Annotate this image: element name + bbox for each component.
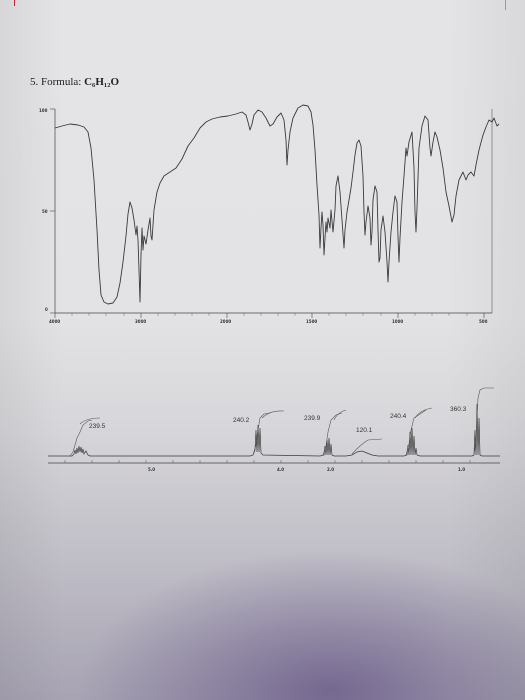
nmr-ppm-label: 4.0 bbox=[277, 467, 284, 472]
integral-curve bbox=[414, 407, 433, 419]
ir-trace bbox=[54, 104, 500, 305]
molecular-formula: C₆H₁₂O bbox=[84, 76, 120, 88]
paper-edge-mark bbox=[14, 0, 15, 6]
nmr-integral-label: 360.3 bbox=[450, 406, 467, 413]
integral-curve bbox=[252, 412, 271, 456]
ir-minor-ticks bbox=[71, 313, 468, 316]
nmr-ticks bbox=[64, 460, 471, 463]
ir-x-tick-label: 1000 bbox=[392, 319, 403, 324]
integral-curve bbox=[322, 412, 343, 456]
paper-edge-mark-right bbox=[505, 0, 506, 10]
integral-curve bbox=[351, 438, 383, 455]
ir-x-tick-label: 500 bbox=[479, 319, 488, 324]
nmr-ppm-label: 1.0 bbox=[458, 467, 465, 472]
ir-x-tick-label: 4000 bbox=[49, 319, 60, 324]
problem-label: 5. Formula: bbox=[30, 76, 85, 88]
ir-x-tick-label: 2000 bbox=[220, 319, 231, 324]
integral-curve bbox=[79, 417, 101, 425]
integral-curve bbox=[473, 387, 494, 456]
ir-x-tick-label: 1500 bbox=[306, 319, 317, 324]
nmr-ppm-label: 5.0 bbox=[148, 467, 155, 472]
nmr-integral-label: 239.9 bbox=[304, 415, 321, 422]
ir-y-tick-label: 0 bbox=[45, 307, 48, 312]
nmr-integral-label: 120.1 bbox=[356, 427, 373, 434]
integral-curve bbox=[333, 409, 347, 421]
ir-y-tick-label: 100 bbox=[39, 108, 48, 113]
ir-y-tick-label: 50 bbox=[42, 209, 48, 214]
nmr-integral-label: 240.4 bbox=[390, 413, 407, 420]
nmr-ppm-label: 2.0 bbox=[327, 467, 334, 472]
nmr-integral-label: 239.5 bbox=[89, 423, 106, 430]
integral-curve bbox=[69, 419, 93, 457]
problem-title: 5. Formula: C₆H₁₂O bbox=[30, 76, 119, 88]
nmr-spectrum: 5.0 4.0 2.0 1.0 239.5 240.2 239.9 120.1 … bbox=[48, 387, 500, 472]
ir-x-tick-label: 3000 bbox=[135, 319, 146, 324]
integral-curve bbox=[261, 410, 285, 419]
nmr-integral-label: 240.2 bbox=[233, 417, 250, 424]
ir-spectrum: 100 50 0 4000 3000 2000 1500 1000 500 bbox=[39, 104, 500, 324]
nmr-trace bbox=[48, 403, 500, 457]
integral-curve bbox=[405, 409, 427, 456]
